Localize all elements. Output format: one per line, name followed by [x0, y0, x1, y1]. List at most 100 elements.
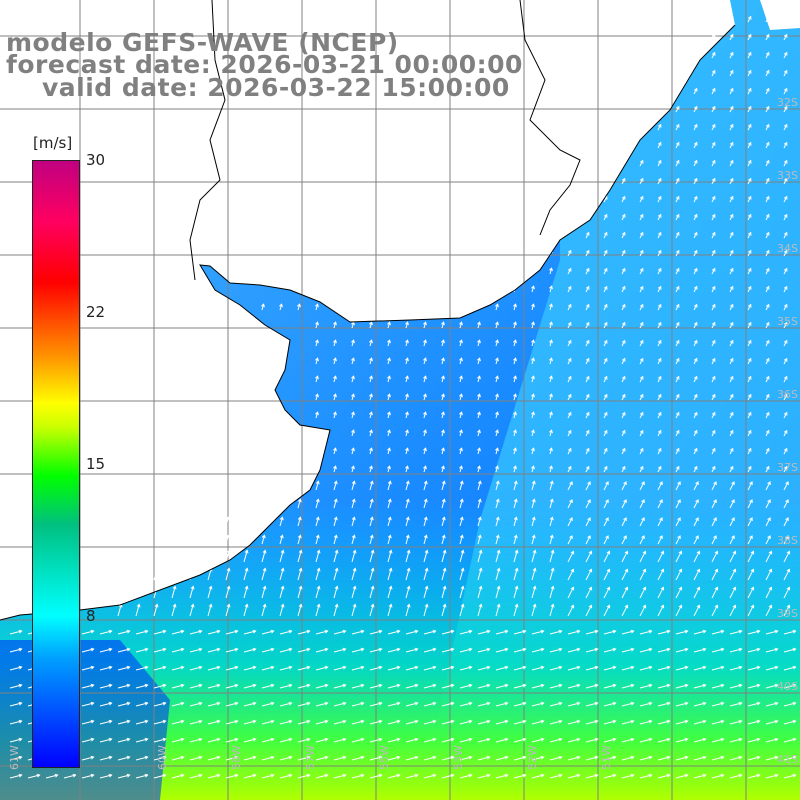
wind-arrow-head [90, 737, 95, 742]
wind-arrow-head [594, 683, 599, 688]
wind-arrow-head [280, 567, 285, 572]
wind-arrow [243, 666, 256, 671]
wind-arrow-head [486, 773, 491, 778]
wind-arrow [783, 774, 796, 779]
wind-arrow [495, 304, 499, 311]
wind-arrow [441, 648, 454, 653]
wind-arrow [387, 448, 391, 455]
wind-arrow-head [522, 755, 527, 760]
wind-arrow [711, 322, 716, 329]
wind-arrow [81, 666, 94, 671]
wind-arrow-head [549, 267, 553, 272]
wind-arrow-head [288, 701, 293, 706]
wind-arrow [351, 340, 355, 347]
wind-arrow-head [606, 604, 611, 609]
wind-arrow [405, 756, 418, 761]
wind-arrow-head [324, 701, 329, 706]
wind-arrow [765, 551, 772, 563]
wind-arrow-head [396, 737, 401, 742]
wind-arrow [513, 499, 517, 509]
wind-arrow [639, 448, 644, 455]
wind-arrow-head [675, 105, 680, 110]
wind-arrow-head [298, 603, 303, 608]
wind-arrow [315, 304, 319, 311]
wind-arrow-head [660, 586, 665, 591]
wind-arrow [207, 774, 220, 779]
wind-arrow-head [297, 498, 302, 503]
wind-arrow [747, 630, 760, 635]
wind-arrow [639, 232, 644, 239]
wind-arrow [477, 535, 481, 545]
wind-arrow-head [378, 629, 383, 634]
wind-arrow-head [765, 195, 770, 200]
wind-arrow [153, 738, 166, 743]
wind-arrow-head [324, 647, 329, 652]
wind-arrow-head [585, 447, 590, 452]
wind-arrow [459, 268, 463, 275]
wind-arrow-head [720, 773, 725, 778]
wind-arrow-head [630, 629, 635, 634]
wind-arrow-head [678, 568, 683, 573]
wind-arrow-head [621, 447, 626, 452]
wind-arrow-head [630, 755, 635, 760]
wind-arrow [333, 286, 337, 293]
wind-arrow-head [570, 550, 575, 555]
wind-arrow-head [406, 585, 411, 590]
wind-arrow-head [226, 567, 231, 572]
wind-arrow-head [630, 665, 635, 670]
wind-arrow-head [747, 321, 752, 326]
wind-arrow [783, 448, 788, 455]
wind-arrow-head [162, 719, 167, 724]
wind-arrow [783, 340, 788, 347]
lon-label: 52W [526, 745, 539, 770]
wind-arrow [531, 322, 535, 329]
wind-arrow [333, 586, 338, 599]
wind-arrow-head [765, 141, 770, 146]
wind-arrow-head [450, 683, 455, 688]
wind-arrow [711, 499, 717, 509]
wind-arrow-head [315, 516, 320, 521]
wind-arrow [369, 604, 374, 617]
wind-arrow-head [144, 719, 149, 724]
wind-arrow [711, 394, 716, 401]
wind-arrow-head [639, 285, 644, 290]
wind-arrow [351, 448, 355, 455]
wind-arrow [387, 666, 400, 671]
wind-arrow [207, 535, 211, 545]
wind-arrow-head [585, 285, 590, 290]
wind-arrow [243, 517, 247, 527]
wind-arrow [729, 738, 742, 743]
wind-arrow-head [495, 393, 499, 398]
wind-arrow [729, 52, 734, 59]
wind-arrow [567, 340, 572, 347]
wind-arrow [315, 358, 319, 365]
wind-arrow [567, 430, 572, 437]
wind-arrow-head [468, 737, 473, 742]
wind-arrow-head [352, 603, 357, 608]
wind-arrow [135, 684, 148, 689]
wind-arrow-head [234, 773, 239, 778]
wind-arrow [765, 196, 770, 203]
wind-arrow-head [711, 321, 716, 326]
wind-arrow [315, 756, 328, 761]
wind-arrow [315, 568, 320, 581]
wind-arrow [369, 568, 374, 581]
wind-arrow [99, 702, 112, 707]
wind-arrow [405, 568, 410, 581]
wind-arrow-head [180, 701, 185, 706]
wind-arrow-head [360, 683, 365, 688]
wind-arrow [423, 286, 427, 293]
wind-arrow-head [786, 568, 791, 573]
wind-arrow-head [675, 195, 680, 200]
wind-arrow [387, 268, 391, 275]
wind-arrow-head [587, 535, 591, 540]
wind-arrow [765, 587, 772, 599]
wind-arrow [657, 322, 662, 329]
wind-arrow-head [783, 87, 788, 92]
wind-arrow [423, 738, 436, 743]
wind-arrow-head [729, 411, 734, 416]
wind-arrow-head [588, 604, 593, 609]
wind-arrow-head [675, 393, 680, 398]
wind-arrow-head [621, 393, 626, 398]
wind-arrow [513, 586, 518, 599]
